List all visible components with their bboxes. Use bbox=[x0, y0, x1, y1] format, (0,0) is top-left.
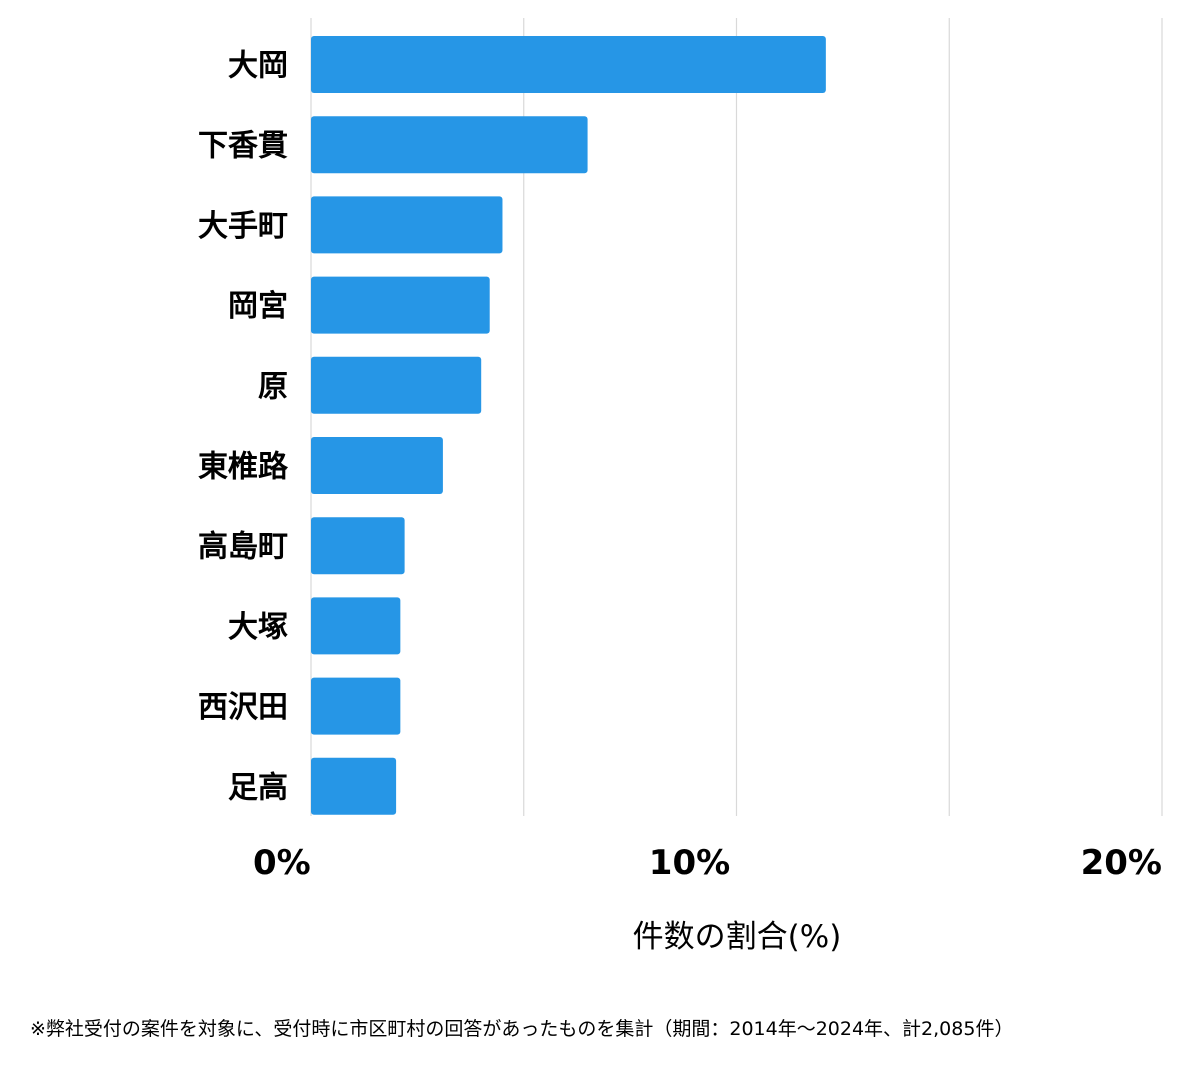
bar-2 bbox=[311, 196, 503, 254]
category-label-1: 下香貫 bbox=[198, 129, 288, 164]
bar-8 bbox=[311, 677, 401, 735]
footnote: ※弊社受付の案件を対象に、受付時に市区町村の回答があったものを集計（期間：201… bbox=[30, 1018, 1014, 1040]
tick-label-2: 20% bbox=[1081, 843, 1162, 883]
category-label-2: 大手町 bbox=[198, 209, 288, 244]
category-label-8: 西沢田 bbox=[198, 690, 288, 725]
category-label-7: 大塚 bbox=[228, 610, 288, 645]
category-label-3: 岡宮 bbox=[228, 289, 288, 324]
bar-5 bbox=[311, 437, 443, 494]
bar-0 bbox=[311, 36, 826, 93]
tick-labels: 0% 10% 20% bbox=[253, 843, 1162, 883]
bar-7 bbox=[311, 597, 401, 655]
category-label-6: 高島町 bbox=[198, 530, 288, 565]
bar-6 bbox=[311, 517, 405, 575]
category-label-0: 大岡 bbox=[228, 49, 288, 84]
category-label-4: 原 bbox=[258, 369, 288, 404]
x-axis-title: 件数の割合(%) bbox=[633, 919, 842, 955]
bar-4 bbox=[311, 356, 482, 414]
tick-label-0: 0% bbox=[253, 843, 311, 883]
category-label-9: 足高 bbox=[228, 770, 288, 805]
category-label-5: 東椎路 bbox=[198, 450, 289, 485]
bar-9 bbox=[311, 757, 397, 815]
bar-1 bbox=[311, 116, 588, 174]
bar-3 bbox=[311, 276, 490, 334]
bars bbox=[311, 36, 826, 815]
tick-label-1: 10% bbox=[649, 843, 730, 883]
